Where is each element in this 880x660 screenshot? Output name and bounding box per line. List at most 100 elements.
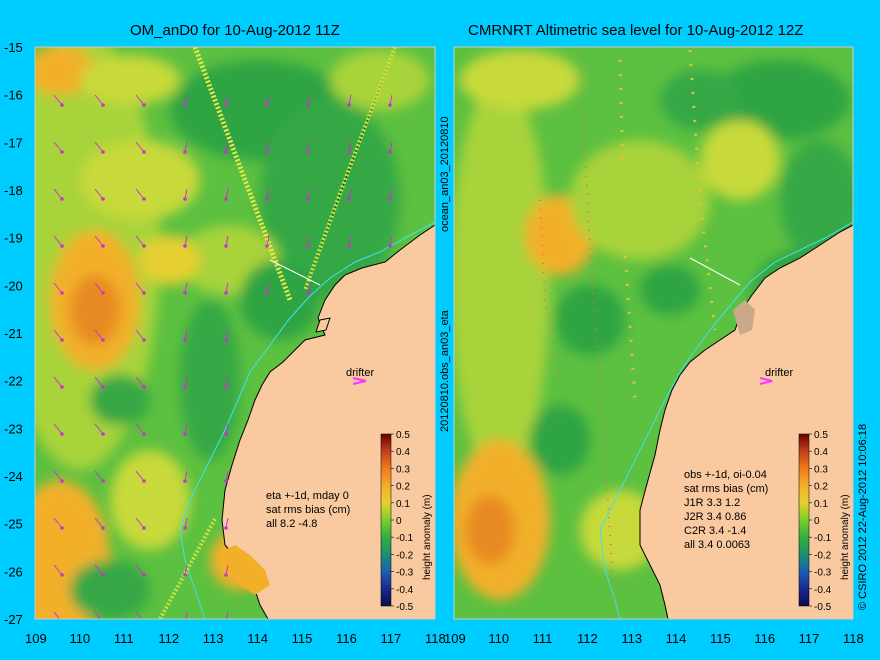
current-vector <box>53 470 63 482</box>
right-map-panel: drifter obs +-1d, oi-0.04 sat rms bias (… <box>453 46 854 620</box>
current-vector-head <box>60 526 64 530</box>
current-vector <box>135 329 145 341</box>
current-vector-head <box>142 526 146 530</box>
current-vector <box>94 423 104 435</box>
colorbar-label: height anomaly (m) <box>422 494 433 580</box>
colorbar-tick-label: -0.1 <box>814 533 832 544</box>
current-vector <box>135 94 145 106</box>
x-tick-label: 115 <box>710 631 731 646</box>
current-vector-head <box>183 479 187 483</box>
current-vector <box>94 329 104 341</box>
colorbar-tick-label: 0.2 <box>396 482 410 493</box>
current-vector-head <box>142 479 146 483</box>
current-vector <box>94 564 104 576</box>
current-vector-head <box>347 150 351 154</box>
x-tick-label: 112 <box>158 631 179 646</box>
colorbar-tick-label: 0.3 <box>814 464 828 475</box>
stats-line: J1R 3.3 1.2 <box>684 497 740 509</box>
current-vector <box>53 423 63 435</box>
current-vector <box>94 235 104 247</box>
current-vector <box>53 517 63 529</box>
current-vector-head <box>224 291 228 295</box>
y-tick-label: -17 <box>4 135 23 150</box>
current-vector <box>53 235 63 247</box>
y-tick-label: -23 <box>4 421 23 436</box>
current-vector-head <box>224 150 228 154</box>
y-tick-label: -27 <box>4 612 23 627</box>
current-vector-head <box>101 432 105 436</box>
current-vector-head <box>101 338 105 342</box>
stats-line: sat rms bias (cm) <box>684 483 768 495</box>
current-vector-head <box>265 103 269 107</box>
current-vector-head <box>265 291 269 295</box>
current-vector <box>94 611 102 619</box>
current-vector <box>94 94 104 106</box>
current-vector-head <box>60 620 64 624</box>
colorbar-tick-label: 0.4 <box>814 447 828 458</box>
current-vector-head <box>142 432 146 436</box>
current-vector <box>53 141 63 153</box>
current-vector <box>226 611 229 619</box>
current-vector-head <box>183 103 187 107</box>
left-map-panel: drifter eta +-1d, mday 0 sat rms bias (c… <box>34 46 436 624</box>
current-vector-head <box>101 197 105 201</box>
y-tick-label: -26 <box>4 564 23 579</box>
current-vector-head <box>306 291 310 295</box>
current-vector <box>94 282 104 294</box>
current-vector-head <box>224 620 228 624</box>
x-tick-label: 113 <box>203 631 224 646</box>
current-vector-head <box>224 479 228 483</box>
current-vector-head <box>265 244 269 248</box>
colorbar-tick-label: 0.1 <box>396 499 410 510</box>
current-vector-head <box>101 479 105 483</box>
current-vector-head <box>347 244 351 248</box>
colorbar-tick-label: 0.3 <box>396 464 410 475</box>
current-vector-head <box>60 103 64 107</box>
y-tick-label: -19 <box>4 231 23 246</box>
current-vector-head <box>101 291 105 295</box>
current-vector <box>135 235 145 247</box>
current-vector-head <box>101 526 105 530</box>
current-vector <box>53 611 61 619</box>
current-vector-head <box>347 197 351 201</box>
current-vector <box>94 141 104 153</box>
right-panel-title: CMRNRT Altimetric sea level for 10-Aug-2… <box>468 22 804 39</box>
y-tick-label: -15 <box>4 40 23 55</box>
current-vector-head <box>183 150 187 154</box>
stats-line: C2R 3.4 -1.4 <box>684 525 746 537</box>
colorbar-tick-label: -0.4 <box>814 585 832 596</box>
current-vector-head <box>60 338 64 342</box>
x-tick-label: 117 <box>799 631 820 646</box>
stats-box: obs +-1d, oi-0.04 sat rms bias (cm) J1R … <box>684 469 768 551</box>
current-vector-head <box>347 103 351 107</box>
current-vector <box>53 282 63 294</box>
current-vector-head <box>388 150 392 154</box>
current-vector <box>185 611 188 619</box>
current-vector-head <box>183 385 187 389</box>
x-tick-label: 110 <box>69 631 90 646</box>
x-tick-label: 109 <box>25 631 47 646</box>
current-vector-head <box>142 573 146 577</box>
stats-line: all 8.2 -4.8 <box>266 518 317 530</box>
current-vector-head <box>142 150 146 154</box>
current-vector-head <box>101 244 105 248</box>
current-vector-head <box>142 197 146 201</box>
current-vector-head <box>142 385 146 389</box>
current-vector-head <box>142 103 146 107</box>
current-vector-head <box>142 244 146 248</box>
x-tick-label: 109 <box>444 631 466 646</box>
current-vector-head <box>101 385 105 389</box>
current-vector <box>94 188 104 200</box>
stats-line: all 3.4 0.0063 <box>684 539 750 551</box>
x-tick-label: 113 <box>621 631 642 646</box>
x-axis-left: 109 110 111 112 113 114 115 116 117 118 <box>25 631 446 646</box>
current-vector <box>53 564 63 576</box>
current-vector <box>135 470 145 482</box>
current-vector-head <box>60 573 64 577</box>
current-vector <box>135 188 145 200</box>
current-vector-head <box>388 244 392 248</box>
current-vector-head <box>142 338 146 342</box>
colorbar-tick-label: -0.5 <box>814 602 832 613</box>
current-vector <box>135 564 145 576</box>
